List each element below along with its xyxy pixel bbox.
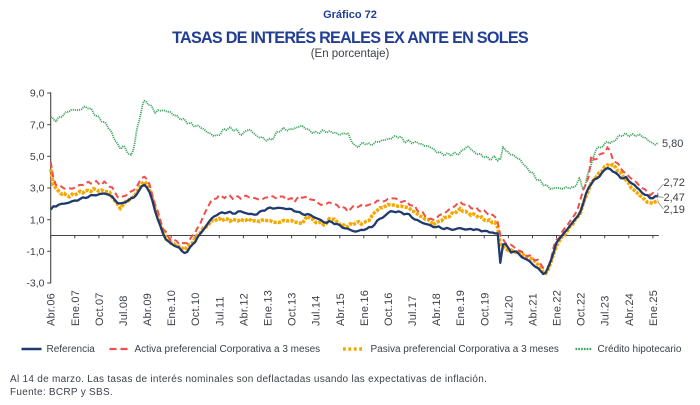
svg-text:Jul.23: Jul.23 <box>600 295 612 326</box>
svg-text:2,19: 2,19 <box>664 204 685 216</box>
svg-text:Oct.07: Oct.07 <box>94 292 106 326</box>
svg-text:Jul.11: Jul.11 <box>214 296 226 326</box>
svg-text:Referencia: Referencia <box>47 344 96 355</box>
svg-text:Ene.07: Ene.07 <box>70 290 82 326</box>
svg-text:Jul.14: Jul.14 <box>311 295 323 326</box>
svg-text:Abr.06: Abr.06 <box>46 293 58 326</box>
svg-text:3,0: 3,0 <box>30 183 45 195</box>
svg-text:1,0: 1,0 <box>30 214 45 226</box>
svg-text:Crédito hipotecario: Crédito hipotecario <box>598 344 682 355</box>
svg-text:Abr.12: Abr.12 <box>238 293 250 326</box>
svg-text:Oct.22: Oct.22 <box>576 292 588 326</box>
svg-text:Pasiva preferencial Corporativ: Pasiva preferencial Corporativa a 3 mese… <box>371 344 559 355</box>
svg-text:Ene.19: Ene.19 <box>455 290 467 326</box>
svg-text:Ene.13: Ene.13 <box>263 290 275 326</box>
svg-text:Ene.22: Ene.22 <box>552 290 564 326</box>
svg-text:Jul.17: Jul.17 <box>407 295 419 326</box>
svg-text:Jul.20: Jul.20 <box>503 295 515 326</box>
svg-text:Ene.25: Ene.25 <box>648 290 660 326</box>
svg-text:Jul.08: Jul.08 <box>118 295 130 326</box>
svg-text:5,0: 5,0 <box>30 151 45 163</box>
svg-text:Abr.21: Abr.21 <box>528 293 540 326</box>
svg-text:Oct.10: Oct.10 <box>190 292 202 326</box>
svg-text:Ene.10: Ene.10 <box>166 290 178 326</box>
svg-text:5,80: 5,80 <box>662 138 683 150</box>
svg-text:7,0: 7,0 <box>30 119 45 131</box>
svg-text:Ene.16: Ene.16 <box>359 290 371 326</box>
svg-text:Activa preferencial Corporativ: Activa preferencial Corporativa a 3 mese… <box>135 344 321 355</box>
svg-text:9,0: 9,0 <box>30 88 45 100</box>
svg-text:Abr.18: Abr.18 <box>431 293 443 326</box>
svg-text:2,72: 2,72 <box>664 177 685 189</box>
svg-text:Oct.16: Oct.16 <box>383 292 395 326</box>
svg-text:2,47: 2,47 <box>664 192 685 204</box>
svg-text:-3,0: -3,0 <box>26 278 44 290</box>
svg-text:Abr.15: Abr.15 <box>335 293 347 326</box>
svg-text:Oct.13: Oct.13 <box>287 292 299 326</box>
svg-text:-1,0: -1,0 <box>26 246 44 258</box>
svg-text:Abr.24: Abr.24 <box>624 293 636 326</box>
svg-text:Oct.19: Oct.19 <box>479 292 491 326</box>
svg-text:Abr.09: Abr.09 <box>142 293 154 326</box>
